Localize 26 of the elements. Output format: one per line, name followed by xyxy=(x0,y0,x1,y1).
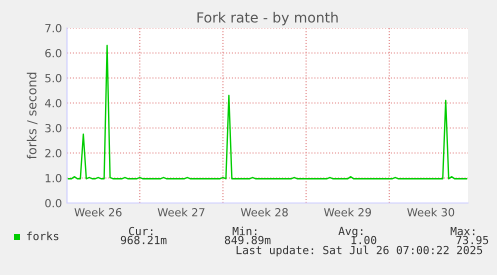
x-tick-label: Week 29 xyxy=(324,208,371,216)
text: 849.89m xyxy=(224,236,270,244)
text: Last update: Sat Jul 26 07:00:22 2025 xyxy=(236,246,482,256)
text: Max: xyxy=(450,226,474,236)
legend-label: forks xyxy=(27,232,58,240)
y-tick-label: 7.0 xyxy=(45,24,62,32)
text: Avg: xyxy=(338,226,362,238)
y-axis-title: forks / second xyxy=(26,72,38,160)
y-tick-label: 5.0 xyxy=(45,74,62,82)
line-series xyxy=(68,44,468,180)
text: 968.21m xyxy=(120,236,166,244)
x-tick-label: Week 28 xyxy=(240,208,288,216)
text: 73.95 xyxy=(456,236,488,244)
text: 1.00 xyxy=(352,236,376,244)
x-tick-label: Week 27 xyxy=(158,208,204,216)
y-tick-label: 4.0 xyxy=(45,98,62,108)
y-tick-label: 2.0 xyxy=(45,148,62,158)
x-tick-label: Week 30 xyxy=(407,208,454,216)
x-tick-label: Week 26 xyxy=(74,208,122,216)
y-tick-label: 1.0 xyxy=(46,174,62,182)
text: Min: xyxy=(232,226,256,236)
y-tick-label: 0.0 xyxy=(45,198,62,208)
text: Cur: xyxy=(128,226,152,236)
chart-title: Fork rate - by month xyxy=(198,12,338,26)
y-tick-label: 6.0 xyxy=(45,48,62,58)
y-tick-label: 3.0 xyxy=(45,124,62,132)
